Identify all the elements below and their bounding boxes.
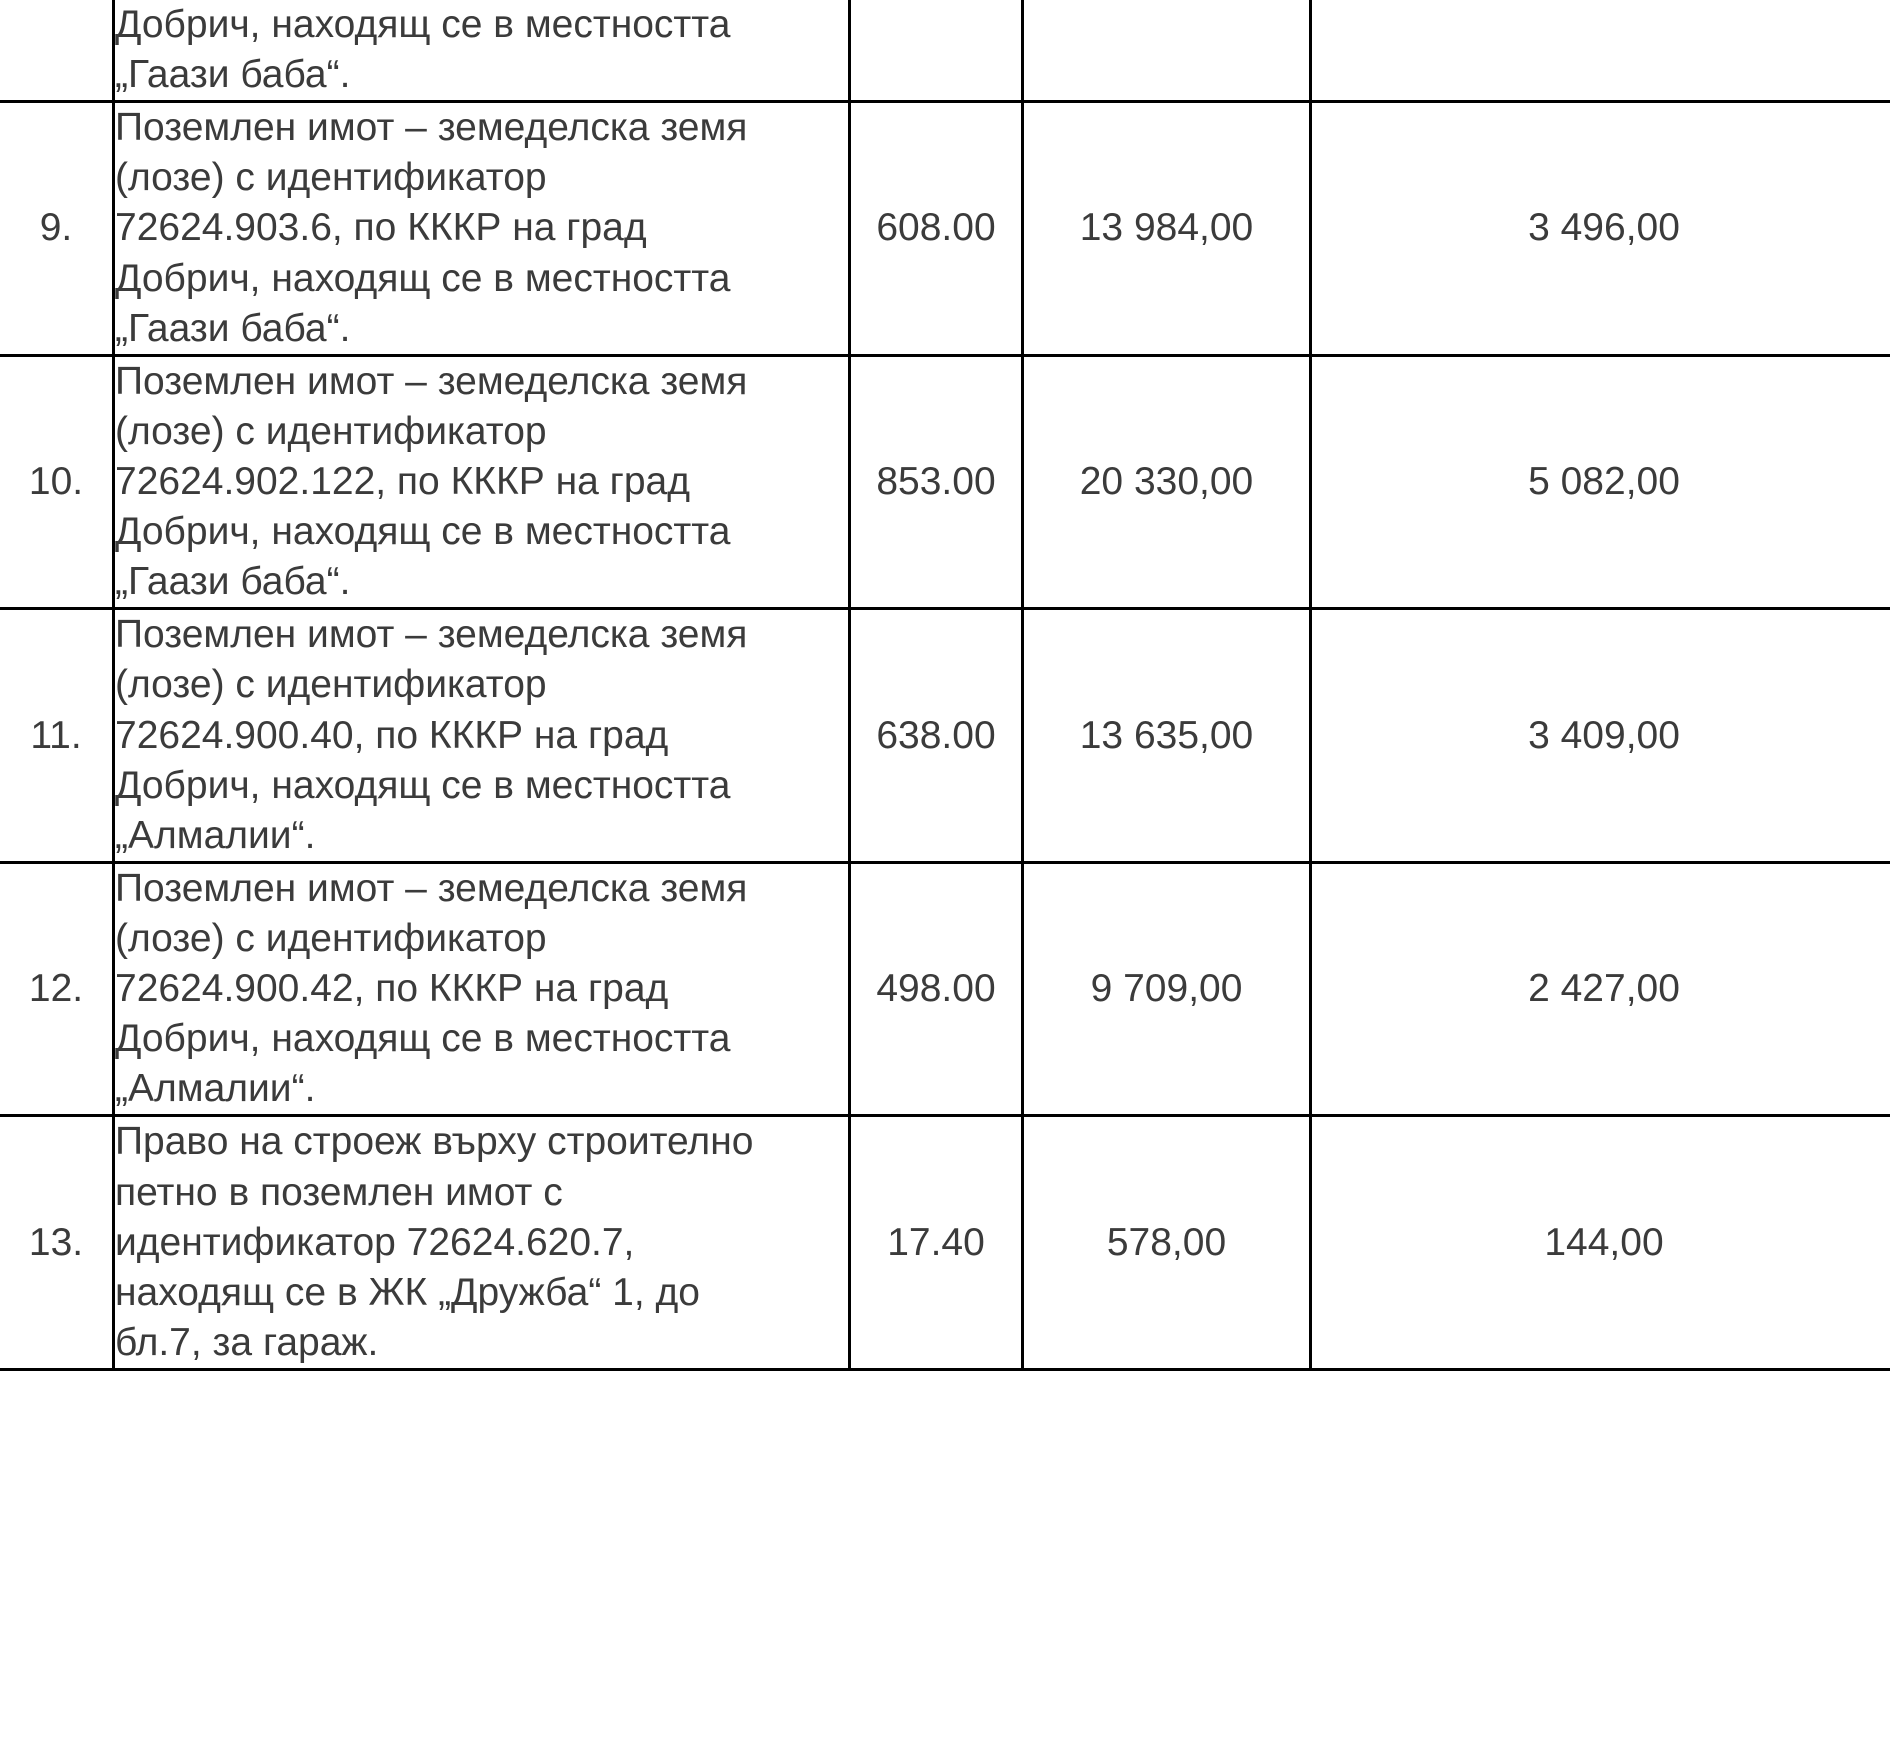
row-description-text: Поземлен имот – земеделска земя (лозе) с…: [115, 613, 748, 857]
row-value-one-cell: 20 330,00: [1022, 353, 1312, 611]
row-value-two-cell: [1310, 0, 1890, 104]
row-value-two-cell: 2 427,00: [1310, 860, 1890, 1118]
row-value-two-cell: 3 409,00: [1310, 607, 1890, 864]
row-description-text: Добрич, находящ се в местността „Гаази б…: [115, 3, 731, 97]
row-description-text: Поземлен имот – земеделска земя (лозе) с…: [115, 359, 748, 604]
row-description-cell: Поземлен имот – земеделска земя (лозе) с…: [113, 100, 851, 357]
row-area-cell: 17.40: [849, 1114, 1024, 1371]
row-description-cell: Право на строеж върху строително петно в…: [113, 1114, 851, 1371]
table-row: 11. Поземлен имот – земеделска земя (лоз…: [0, 607, 1890, 864]
property-inventory-table: Добрич, находящ се в местността „Гаази б…: [0, 0, 1890, 1371]
row-area-cell: 498.00: [849, 860, 1024, 1118]
row-value-one-cell: [1022, 0, 1312, 104]
row-area-cell: 853.00: [849, 353, 1024, 611]
row-index-cell: 9.: [0, 100, 115, 357]
row-description-text: Поземлен имот – земеделска земя (лозе) с…: [115, 866, 748, 1111]
row-description-cell: Поземлен имот – земеделска земя (лозе) с…: [113, 353, 851, 611]
row-description-cell: Добрич, находящ се в местността „Гаази б…: [113, 0, 851, 104]
row-index-cell: 13.: [0, 1114, 115, 1371]
row-description-cell: Поземлен имот – земеделска земя (лозе) с…: [113, 607, 851, 864]
row-value-one-cell: 578,00: [1022, 1114, 1312, 1371]
row-value-one-cell: 13 635,00: [1022, 607, 1312, 864]
row-value-two-cell: 3 496,00: [1310, 100, 1890, 357]
table-body: Добрич, находящ се в местността „Гаази б…: [0, 0, 1890, 1371]
row-description-text: Право на строеж върху строително петно в…: [115, 1120, 754, 1364]
row-area-cell: [849, 0, 1024, 104]
row-value-two-cell: 5 082,00: [1310, 353, 1890, 611]
row-area-cell: 608.00: [849, 100, 1024, 357]
row-index-cell: 10.: [0, 353, 115, 611]
table-row: Добрич, находящ се в местността „Гаази б…: [0, 0, 1890, 104]
row-index-cell: 12.: [0, 860, 115, 1118]
table-row: 10. Поземлен имот – земеделска земя (лоз…: [0, 353, 1890, 611]
table-row: 12. Поземлен имот – земеделска земя (лоз…: [0, 860, 1890, 1118]
row-index-cell: [0, 0, 115, 104]
row-value-two-cell: 144,00: [1310, 1114, 1890, 1371]
row-value-one-cell: 13 984,00: [1022, 100, 1312, 357]
table-row: 13. Право на строеж върху строително пет…: [0, 1114, 1890, 1371]
row-description-cell: Поземлен имот – земеделска земя (лозе) с…: [113, 860, 851, 1118]
row-area-cell: 638.00: [849, 607, 1024, 864]
row-value-one-cell: 9 709,00: [1022, 860, 1312, 1118]
row-description-text: Поземлен имот – земеделска земя (лозе) с…: [115, 106, 748, 350]
table-row: 9. Поземлен имот – земеделска земя (лозе…: [0, 100, 1890, 357]
row-index-cell: 11.: [0, 607, 115, 864]
